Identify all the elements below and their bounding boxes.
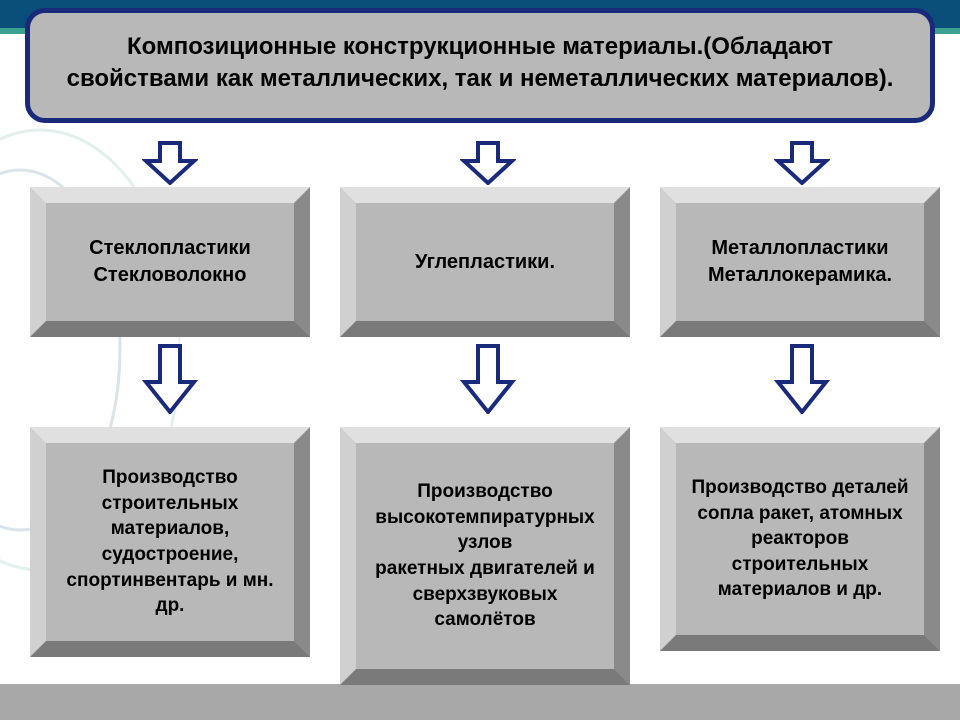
category-box-3: Металлопластики Металлокерамика. (660, 187, 940, 337)
application-text: Производство высокотемпиратурных узловра… (362, 479, 608, 633)
arrow-down-icon (460, 141, 516, 185)
category-text: Углепластики. (415, 249, 555, 276)
title-box: Композиционные конструкционные материалы… (25, 8, 935, 123)
application-box-2: Производство высокотемпиратурных узловра… (340, 427, 630, 685)
arrow-down-icon (142, 344, 198, 414)
arrow-down-icon (460, 344, 516, 414)
application-box-1: Производство строительных материалов, су… (30, 427, 310, 657)
category-box-2: Углепластики. (340, 187, 630, 337)
application-text: Производство деталей сопла ракет, атомны… (682, 475, 918, 603)
arrow-down-icon (142, 141, 198, 185)
application-text: Производство строительных материалов, су… (52, 465, 288, 619)
title-text: Композиционные конструкционные материалы… (67, 33, 894, 92)
application-box-3: Производство деталей сопла ракет, атомны… (660, 427, 940, 651)
footer-bar (0, 684, 960, 720)
category-box-1: СтеклопластикиСтекловолокно (30, 187, 310, 337)
category-text: СтеклопластикиСтекловолокно (89, 235, 251, 289)
category-text: Металлопластики Металлокерамика. (682, 235, 918, 289)
arrow-down-icon (774, 344, 830, 414)
arrow-down-icon (774, 141, 830, 185)
